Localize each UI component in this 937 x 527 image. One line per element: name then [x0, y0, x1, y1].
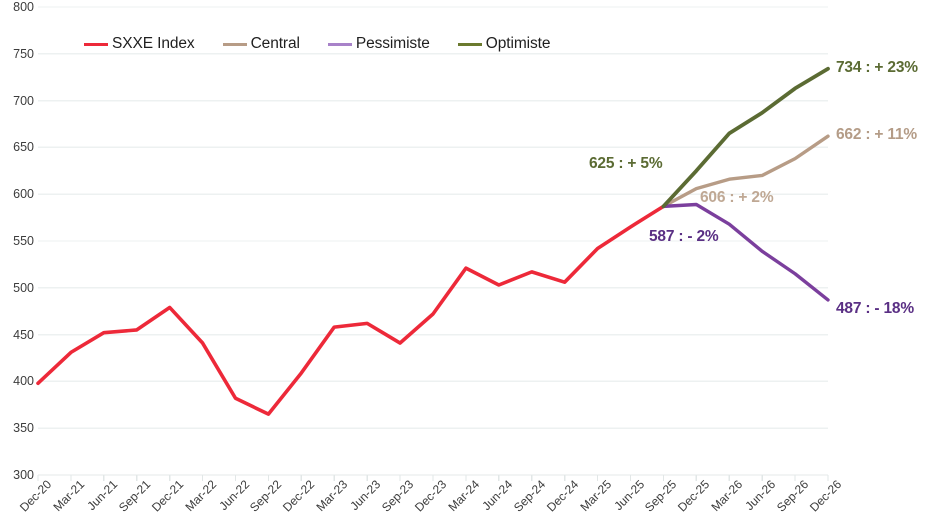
annotation-pessimiste-end: 487 : - 18% [836, 300, 914, 317]
legend-item-optimiste[interactable]: Optimiste [457, 35, 551, 53]
y-tick-label: 500 [13, 280, 34, 295]
legend-swatch-icon [84, 42, 108, 46]
y-tick-label: 350 [13, 420, 34, 435]
y-tick-label: 550 [13, 233, 34, 248]
annotation-optimiste-end: 734 : + 23% [836, 59, 918, 76]
legend-item-pessimiste[interactable]: Pessimiste [327, 35, 430, 53]
y-tick-label: 750 [13, 46, 34, 61]
y-tick-label: 600 [13, 186, 34, 201]
legend-swatch-icon [457, 42, 482, 46]
legend-label: SXXE Index [112, 35, 195, 52]
legend-swatch-icon [222, 42, 247, 46]
series-line-optimiste [661, 66, 830, 209]
y-tick-label: 450 [13, 327, 34, 342]
legend-label: Pessimiste [355, 35, 430, 52]
y-axis: 800 750 700 650 600 550 500 450 400 350 300 [0, 0, 34, 527]
legend-item-sxxe-index[interactable]: SXXE Index [84, 35, 195, 53]
y-tick-label: 650 [13, 140, 34, 155]
legend-label: Central [250, 35, 300, 52]
gridlines [37, 6, 829, 481]
annotation-optimiste-mid: 625 : + 5% [589, 155, 663, 172]
series-line-pessimiste [661, 202, 830, 302]
legend-swatch-icon [327, 42, 352, 46]
legend-label: Optimiste [485, 35, 551, 52]
series-lines [36, 66, 830, 416]
y-tick-label: 700 [13, 93, 34, 108]
y-tick-label: 800 [13, 0, 34, 14]
annotation-central-mid: 606 : + 2% [700, 189, 774, 206]
x-axis: Dec-20 Mar-21 Jun-21 Sep-21 Dec-21 Mar-22 Jun-… [0, 477, 937, 527]
y-tick-label: 400 [13, 374, 34, 389]
series-line-sxxe-index [36, 204, 666, 416]
series-line-central [661, 134, 830, 209]
chart-legend: SXXE Index Central Pessimiste Optimiste [84, 35, 550, 53]
legend-item-central[interactable]: Central [222, 35, 300, 53]
plot-area [36, 6, 830, 481]
y-tick-label: 300 [13, 467, 34, 482]
annotation-central-end: 662 : + 11% [836, 126, 917, 143]
annotation-pessimiste-mid: 587 : - 2% [649, 228, 719, 245]
